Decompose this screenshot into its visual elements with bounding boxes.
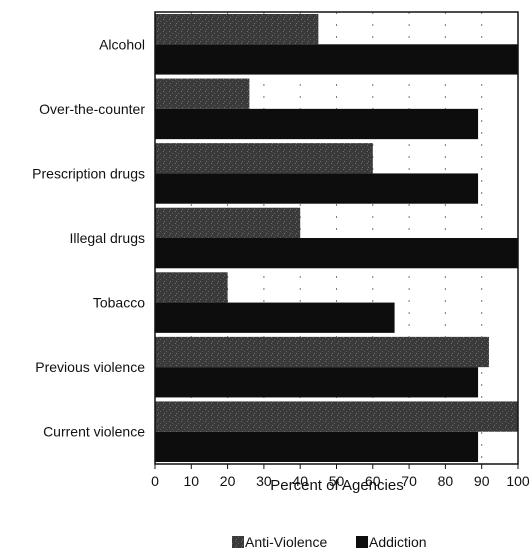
x-axis-title: Percent of Agencies (270, 477, 403, 494)
legend: Anti-Violence Addiction (232, 534, 427, 550)
category-label-prescription-drugs: Prescription drugs (32, 165, 145, 181)
legend-label-addiction: Addiction (369, 534, 427, 550)
legend-swatch-anti-violence (232, 536, 244, 548)
bar-addiction-alcohol (155, 44, 518, 75)
bar-anti-violence-prescription-drugs (155, 143, 373, 174)
category-label-alcohol: Alcohol (99, 36, 145, 52)
x-tick-labels: 0 10 20 30 40 50 60 70 80 90 100 (151, 473, 530, 489)
x-tick-label: 10 (184, 473, 200, 489)
x-tick-label: 30 (256, 473, 272, 489)
category-labels: Alcohol Over-the-counter Prescription drug… (32, 36, 145, 439)
x-tick-label: 40 (292, 473, 308, 489)
axes (154, 11, 519, 469)
category-label-previous-violence: Previous violence (35, 359, 145, 375)
category-label-tobacco: Tobacco (93, 295, 145, 311)
x-tick-label: 70 (401, 473, 417, 489)
x-tick-label: 0 (151, 473, 159, 489)
bar-anti-violence-illegal-drugs (155, 207, 301, 238)
x-tick-label: 50 (329, 473, 345, 489)
bar-anti-violence-current-violence (155, 401, 518, 432)
legend-swatch-addiction (356, 536, 368, 548)
category-label-illegal-drugs: Illegal drugs (70, 230, 146, 246)
bar-anti-violence-tobacco (155, 272, 228, 303)
bars (155, 14, 518, 462)
bar-addiction-previous-violence (155, 367, 479, 398)
x-tick-label: 20 (220, 473, 236, 489)
bar-anti-violence-alcohol (155, 14, 319, 45)
bar-addiction-over-the-counter (155, 108, 479, 140)
x-tick-label: 60 (365, 473, 381, 489)
category-label-current-violence: Current violence (43, 424, 145, 440)
bar-addiction-current-violence (155, 431, 479, 462)
x-tick-label: 80 (438, 473, 454, 489)
bar-addiction-tobacco (155, 302, 395, 333)
bar-anti-violence-over-the-counter (155, 78, 250, 109)
bar-addiction-prescription-drugs (155, 173, 479, 204)
x-tick-label: 90 (474, 473, 490, 489)
bar-addiction-illegal-drugs (155, 238, 518, 269)
category-label-over-the-counter: Over-the-counter (39, 101, 145, 117)
bar-anti-violence-previous-violence (155, 336, 489, 368)
x-tick-label: 100 (506, 473, 530, 489)
legend-label-anti-violence: Anti-Violence (245, 534, 327, 550)
